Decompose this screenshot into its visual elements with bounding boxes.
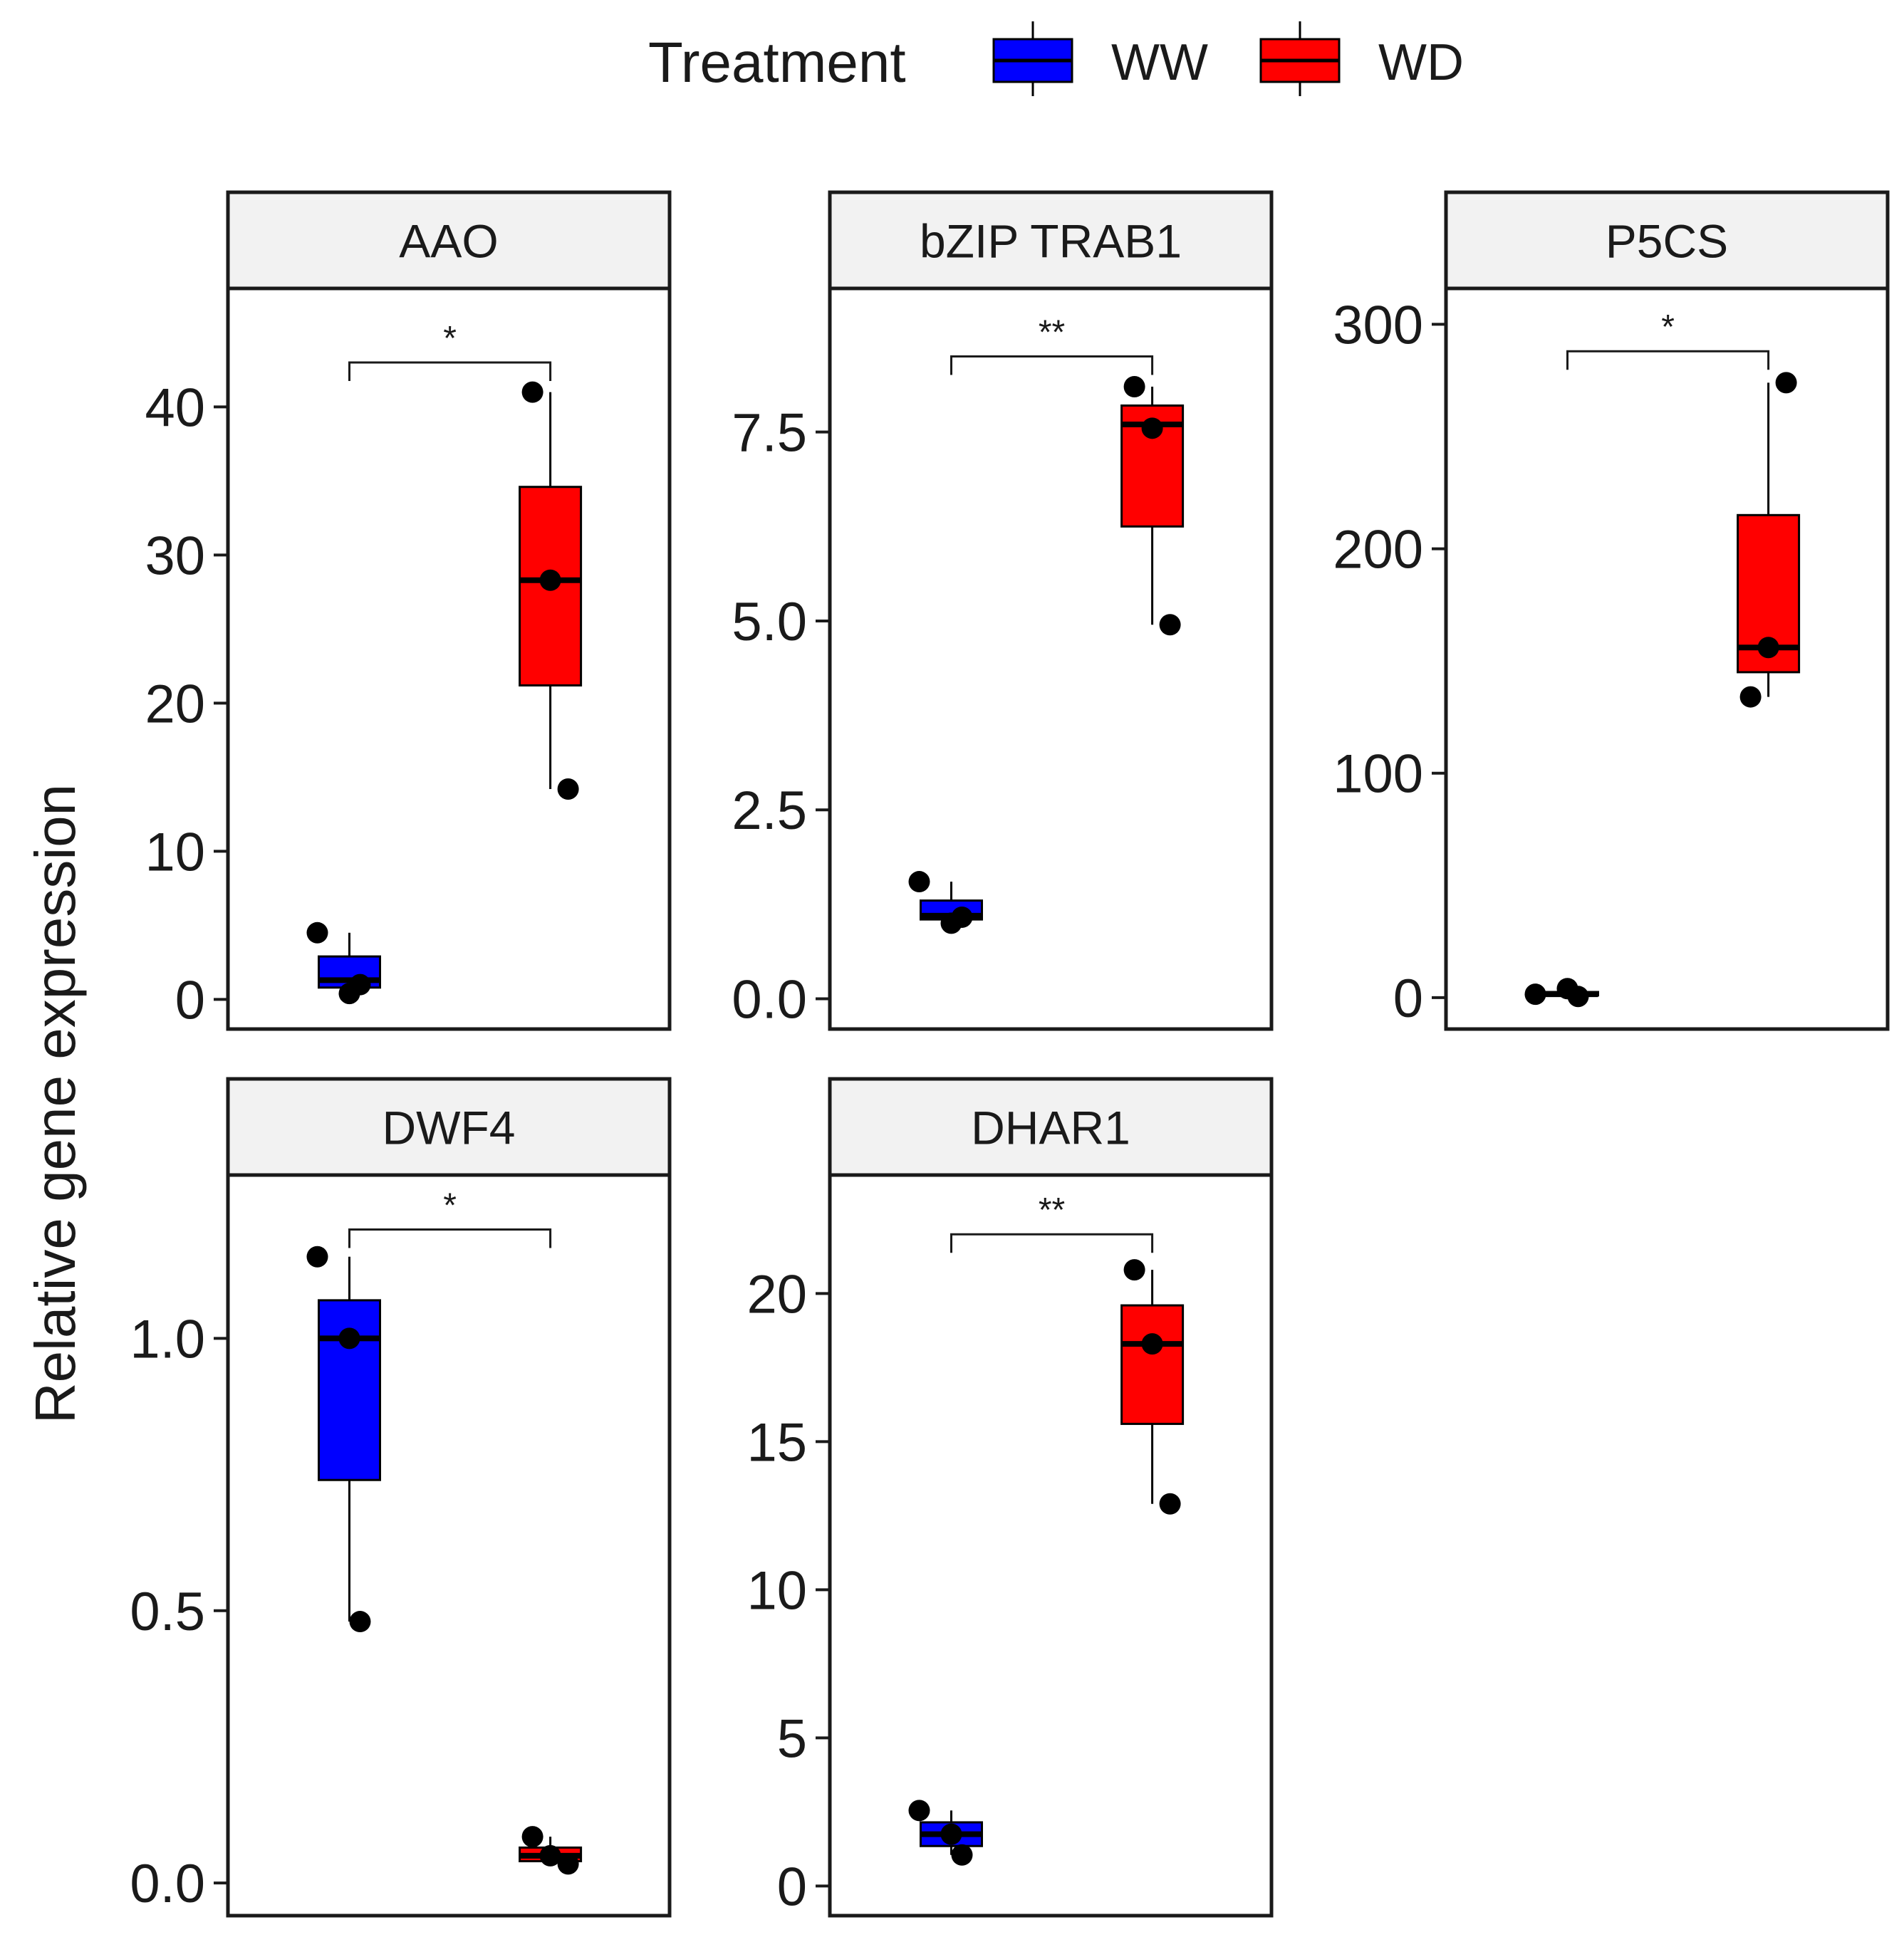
- data-point: [1123, 375, 1145, 397]
- y-tick-label: 20: [746, 1264, 807, 1325]
- y-tick-label: 20: [145, 674, 205, 734]
- box-wd: [1120, 375, 1185, 636]
- data-point: [951, 1844, 973, 1866]
- legend: Treatment WW WD: [648, 21, 1464, 96]
- facet-strip: [226, 1077, 672, 1177]
- y-tick-label: 10: [746, 1560, 807, 1621]
- facet-aao: AAO 0 10 20 30 40 *: [145, 190, 672, 1031]
- data-point: [306, 1246, 328, 1268]
- data-point: [1123, 1259, 1145, 1281]
- y-tick-label: 0: [175, 970, 205, 1030]
- data-point: [1757, 637, 1779, 659]
- data-point: [940, 1823, 962, 1845]
- box-wd: [1120, 1259, 1185, 1515]
- y-tick-label: 100: [1333, 744, 1423, 805]
- significance-bracket: [348, 361, 552, 381]
- significance-bracket: [1566, 350, 1770, 370]
- significance-label: *: [443, 1186, 457, 1224]
- legend-title: Treatment: [648, 31, 906, 94]
- data-point: [539, 569, 561, 591]
- data-point: [557, 778, 579, 800]
- box-ww: [306, 922, 381, 1005]
- facet-strip: [1444, 190, 1890, 291]
- y-tick-label: 0.0: [732, 970, 807, 1030]
- legend-label-ww: WW: [1111, 34, 1208, 91]
- facet-title: bZIP TRAB1: [920, 215, 1182, 268]
- data-point: [521, 381, 543, 403]
- y-tick-label: 15: [746, 1412, 807, 1473]
- data-point: [1775, 372, 1797, 394]
- y-tick-label: 300: [1333, 295, 1423, 355]
- panel-border: [226, 1173, 672, 1918]
- box-iqr: [318, 1299, 381, 1481]
- box-wd: [1737, 372, 1801, 708]
- panel-border: [828, 286, 1274, 1031]
- box-ww: [908, 1800, 983, 1866]
- y-tick-label: 0.5: [130, 1582, 205, 1642]
- data-point: [539, 1844, 561, 1867]
- box-ww: [1524, 978, 1599, 1008]
- y-tick-label: 0.0: [130, 1854, 205, 1914]
- facet-dhar1: DHAR1 0 5 10 15 20 **: [746, 1077, 1274, 1918]
- panel-border: [1444, 286, 1890, 1031]
- data-point: [908, 871, 930, 893]
- y-tick-label: 0: [1393, 969, 1423, 1029]
- box-ww: [306, 1246, 381, 1633]
- data-point: [338, 1327, 360, 1350]
- facet-bzip-trab1: bZIP TRAB1 0.0 2.5 5.0 7.5 **: [732, 190, 1274, 1031]
- data-point: [349, 1611, 371, 1633]
- y-tick-label: 10: [145, 822, 205, 882]
- box-wd: [519, 1826, 583, 1875]
- data-point: [521, 1826, 543, 1848]
- box-wd: [519, 381, 583, 800]
- data-point: [1141, 417, 1163, 439]
- data-point: [557, 1853, 579, 1875]
- significance-bracket: [348, 1228, 552, 1248]
- data-point: [908, 1800, 930, 1822]
- box-ww: [908, 871, 983, 934]
- facet-strip: [828, 1077, 1274, 1177]
- data-point: [1739, 686, 1762, 708]
- facet-title: P5CS: [1606, 215, 1728, 268]
- significance-bracket: [950, 1233, 1154, 1253]
- panel-border: [828, 1173, 1274, 1918]
- data-point: [349, 973, 371, 996]
- data-point: [1567, 986, 1589, 1008]
- data-point: [1141, 1333, 1163, 1355]
- data-point: [1159, 614, 1181, 636]
- significance-label: **: [1039, 1191, 1065, 1229]
- significance-bracket: [950, 355, 1154, 375]
- facet-strip: [828, 190, 1274, 291]
- facet-title: AAO: [399, 215, 498, 268]
- significance-label: *: [1661, 308, 1675, 346]
- facet-title: DWF4: [383, 1102, 516, 1154]
- y-tick-label: 2.5: [732, 781, 807, 841]
- data-point: [1524, 983, 1546, 1006]
- data-point: [306, 922, 328, 944]
- y-tick-label: 200: [1333, 520, 1423, 580]
- facet-p5cs: P5CS 0 100 200 300 *: [1333, 190, 1890, 1031]
- y-tick-label: 5: [777, 1708, 807, 1769]
- facet-dwf4: DWF4 0.0 0.5 1.0 *: [130, 1077, 672, 1918]
- significance-label: **: [1039, 314, 1065, 352]
- y-tick-label: 1.0: [130, 1309, 205, 1369]
- y-tick-label: 5.0: [732, 592, 807, 652]
- significance-label: *: [443, 320, 457, 357]
- box-iqr: [1120, 1304, 1185, 1425]
- legend-label-wd: WD: [1378, 34, 1464, 91]
- y-tick-label: 40: [145, 377, 205, 438]
- y-tick-label: 0: [777, 1857, 807, 1917]
- y-tick-label: 7.5: [732, 403, 807, 464]
- data-point: [951, 906, 973, 928]
- facet-title: DHAR1: [971, 1102, 1130, 1154]
- panel-border: [226, 286, 672, 1031]
- y-axis-label: Relative gene expression: [24, 784, 87, 1424]
- data-point: [1159, 1493, 1181, 1515]
- y-tick-label: 30: [145, 526, 205, 586]
